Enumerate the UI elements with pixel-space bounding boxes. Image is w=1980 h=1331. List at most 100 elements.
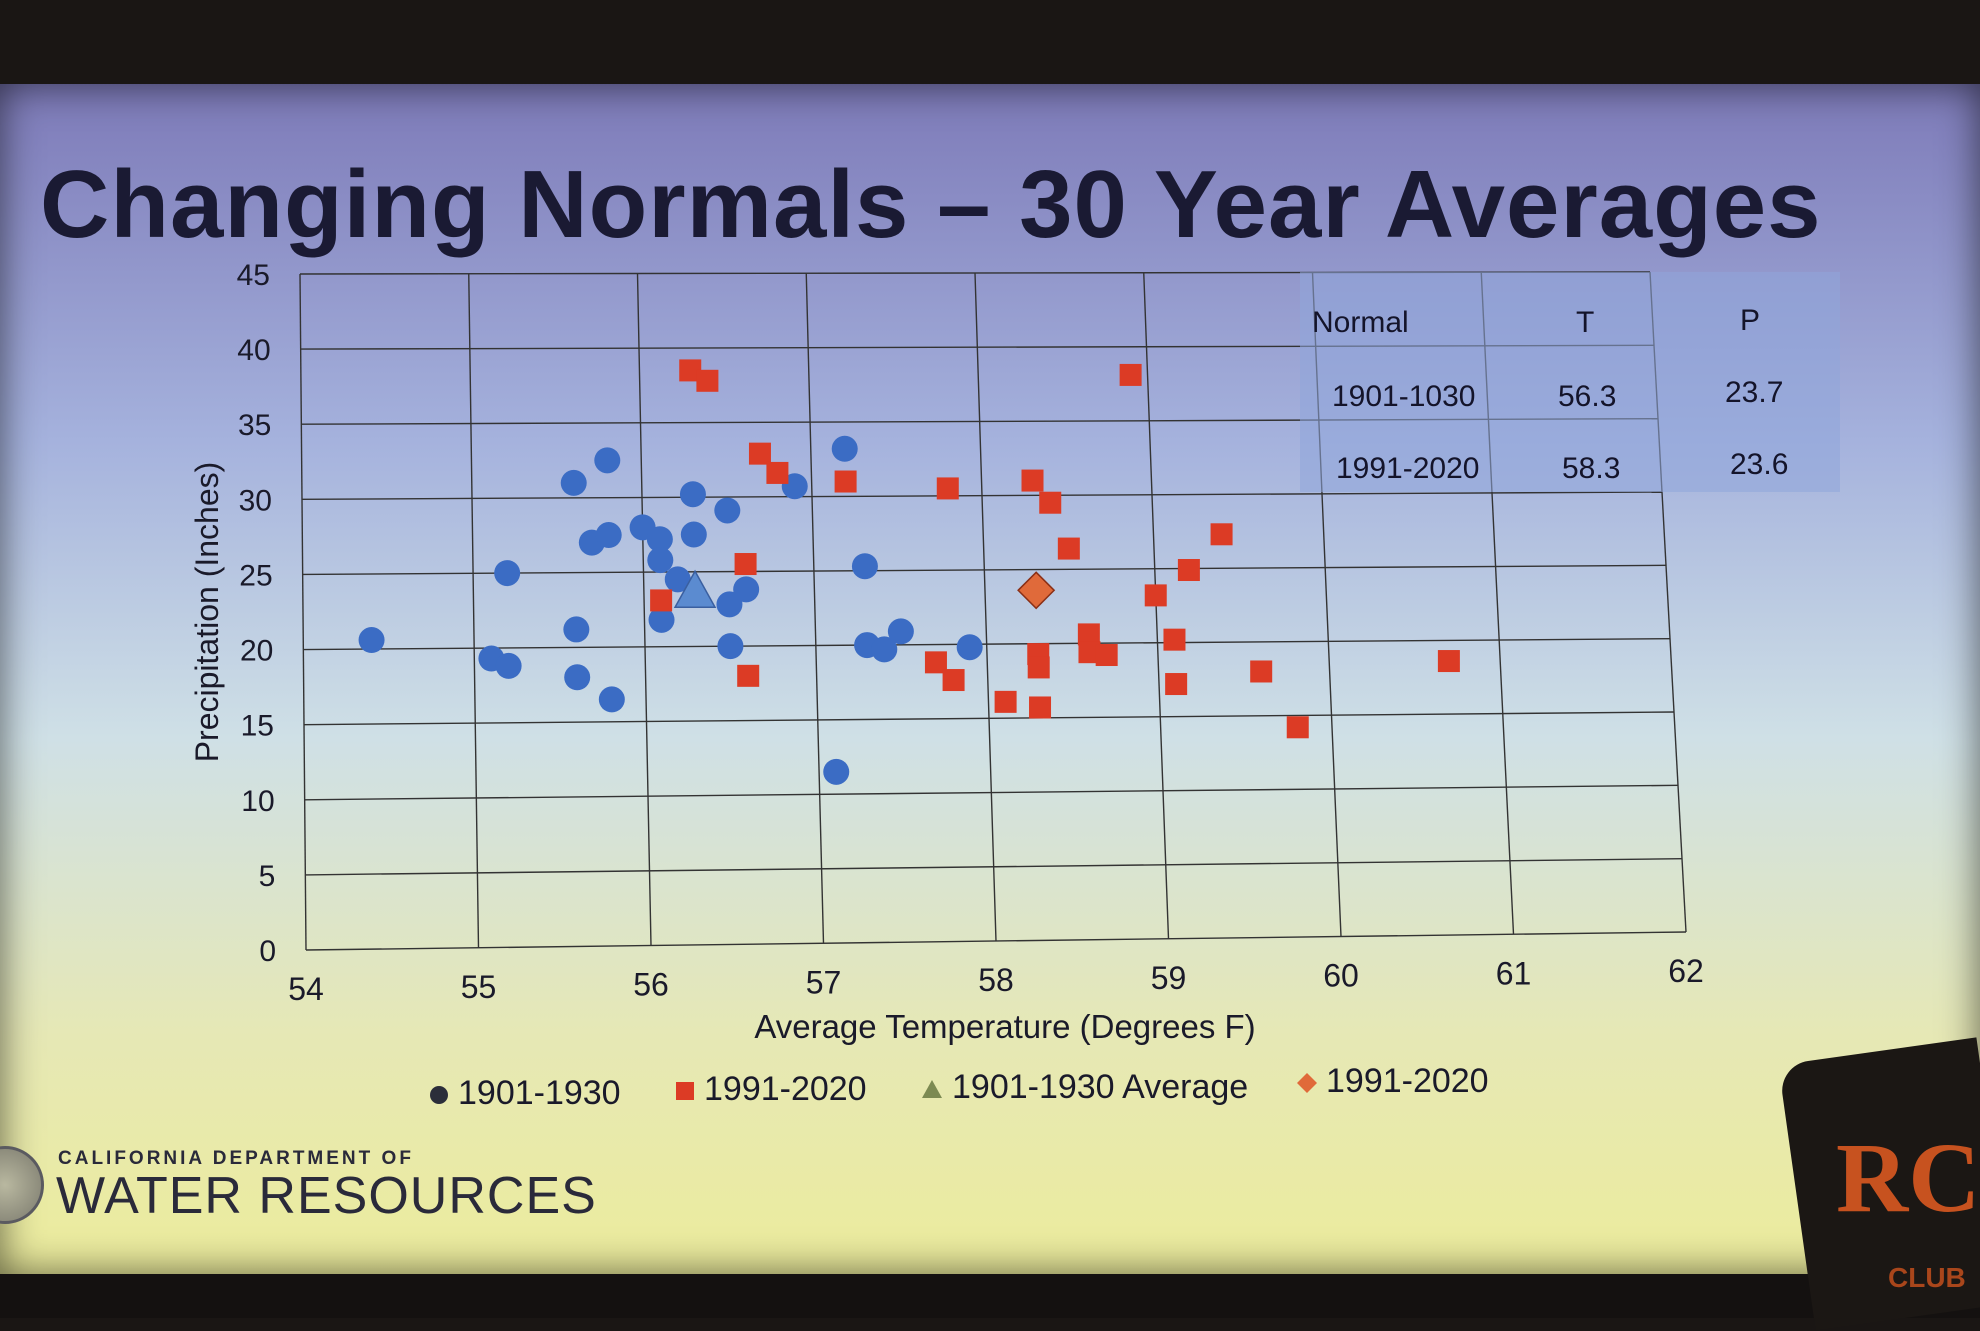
floor-band — [0, 1274, 1980, 1318]
y-axis-label: Precipitation (Inches) — [189, 462, 225, 763]
table-header-p: P — [1740, 304, 1761, 337]
point-1991-2020 — [1095, 644, 1118, 667]
table-row-2-t: 58.3 — [1562, 452, 1621, 485]
y-tick-label: 20 — [240, 635, 273, 668]
legend-item-1901-average: 1901-1930 Average — [920, 1068, 1248, 1107]
point-1991-2020 — [924, 651, 947, 674]
point-1991-2020 — [1286, 716, 1309, 739]
y-tick-label: 15 — [241, 710, 274, 743]
point-1991-2020 — [1039, 491, 1062, 514]
point-1991-2020 — [1437, 650, 1460, 673]
point-1991-2020 — [650, 589, 673, 612]
x-tick-labels: 54 55 56 57 58 59 60 61 62 — [288, 953, 1704, 1007]
logo-line-1: CALIFORNIA DEPARTMENT OF — [58, 1148, 414, 1169]
point-1991-2020 — [679, 359, 702, 382]
point-1901-1930 — [680, 521, 707, 548]
y-tick-label: 10 — [241, 785, 274, 818]
grid-line-y — [304, 784, 1679, 801]
y-tick-label: 45 — [237, 259, 270, 292]
point-1901-1930 — [679, 481, 706, 508]
table-row-1-normal: 1901-1030 — [1332, 380, 1476, 413]
point-1901-1930 — [494, 560, 521, 587]
legend-circle-marker — [430, 1086, 448, 1105]
x-tick-label: 57 — [806, 964, 842, 1000]
legend-label-1991-average: 1991-2020 — [1326, 1062, 1489, 1100]
legend-label-1901: 1901-1930 — [458, 1074, 621, 1112]
point-1901-1930 — [716, 591, 743, 618]
point-1991-2020 — [1029, 696, 1052, 719]
point-1901-1930 — [563, 616, 590, 643]
legend-item-1991: 1991-2020 — [674, 1070, 867, 1109]
point-1991-2020 — [1027, 656, 1050, 679]
point-1991-2020 — [1119, 363, 1142, 386]
point-1991-2020 — [1210, 523, 1233, 546]
point-1991-2020 — [696, 369, 719, 392]
point-1901-1930 — [823, 758, 850, 785]
point-1901-1930 — [956, 634, 983, 661]
point-1901-1930 — [594, 447, 621, 474]
point-1991-2020 — [834, 470, 857, 493]
point-1991-2020 — [748, 442, 771, 465]
legend-triangle-marker — [922, 1080, 942, 1099]
table-header-t: T — [1576, 306, 1595, 339]
slide-title: Changing Normals – 30 Year Averages — [40, 151, 1822, 258]
point-1991-2020 — [734, 553, 757, 576]
x-tick-label: 54 — [288, 971, 324, 1007]
y-tick-label: 5 — [259, 860, 276, 893]
point-1901-1930 — [664, 566, 691, 593]
legend-label-1991: 1991-2020 — [704, 1070, 867, 1108]
point-1991-2020 — [1057, 537, 1080, 560]
x-tick-label: 58 — [978, 962, 1014, 998]
point-1991-2020 — [1165, 673, 1188, 696]
legend-label-1901-average: 1901-1930 Average — [952, 1068, 1249, 1106]
point-1991-2020 — [737, 664, 760, 687]
point-1991-2020-average — [1017, 571, 1056, 610]
point-1991-2020 — [1250, 660, 1273, 683]
point-1901-1930 — [598, 686, 625, 713]
grid-line-x — [299, 273, 307, 951]
table-row-1-p: 23.7 — [1725, 376, 1784, 409]
y-tick-label: 25 — [239, 559, 272, 592]
x-tick-label: 61 — [1496, 955, 1532, 991]
table-row-2-p: 23.6 — [1730, 448, 1789, 481]
point-1991-2020 — [936, 477, 959, 500]
point-1901-1930 — [648, 606, 675, 633]
legend-diamond-marker — [1297, 1073, 1317, 1094]
point-1901-1930 — [871, 636, 898, 663]
x-tick-label: 62 — [1668, 953, 1704, 989]
point-1901-1930 — [714, 497, 741, 524]
point-1901-1930 — [647, 547, 674, 574]
point-1901-1930 — [733, 576, 760, 603]
x-tick-label: 59 — [1151, 960, 1187, 996]
point-1901-1930 — [646, 526, 673, 553]
grid-line-x — [805, 273, 825, 944]
y-tick-label: 0 — [259, 935, 276, 968]
x-tick-label: 56 — [633, 967, 669, 1003]
table-row-2-normal: 1991-2020 — [1336, 452, 1480, 485]
grid-line-x — [468, 273, 480, 948]
legend-item-1901: 1901-1930 — [428, 1074, 621, 1113]
chart-legend: 1901-1930 1991-2020 1901-1930 Average 19… — [420, 1062, 1520, 1122]
x-tick-label: 55 — [461, 969, 497, 1005]
point-1991-2020 — [1078, 641, 1101, 664]
point-1991-2020 — [1144, 584, 1167, 607]
corner-sign-text: RC — [1836, 1122, 1980, 1233]
point-1901-1930 — [851, 553, 878, 580]
point-1901-1930 — [358, 627, 385, 654]
grid-line-y — [305, 857, 1683, 876]
point-1991-2020 — [766, 461, 789, 484]
point-1901-1930 — [887, 618, 914, 645]
legend-square-marker — [676, 1082, 694, 1101]
point-1991-2020 — [1021, 469, 1044, 492]
point-1901-1930 — [717, 633, 744, 660]
corner-sign-subtext: CLUB — [1888, 1262, 1966, 1293]
point-1901-1930 — [831, 435, 858, 462]
y-tick-labels: 0 5 10 15 20 25 30 35 40 45 — [237, 259, 276, 968]
point-1991-2020 — [994, 690, 1017, 713]
logo-line-2: WATER RESOURCES — [56, 1167, 597, 1225]
grid-line-x — [974, 272, 997, 942]
point-1901-1930 — [564, 664, 591, 691]
grid-line-x — [636, 273, 652, 946]
normals-table: Normal T P 1901-1030 56.3 23.7 1991-2020… — [1300, 272, 1840, 492]
